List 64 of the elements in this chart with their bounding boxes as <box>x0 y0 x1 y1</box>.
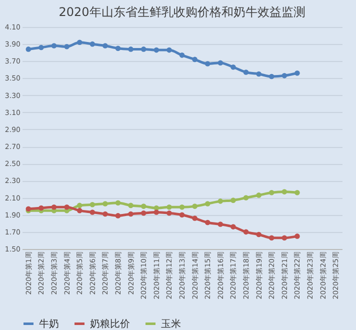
point <box>192 56 198 62</box>
point <box>64 44 70 50</box>
point <box>192 204 198 209</box>
point <box>128 202 134 208</box>
point <box>140 210 146 216</box>
point <box>76 208 82 214</box>
point <box>140 46 146 52</box>
point <box>115 213 121 218</box>
point <box>230 64 236 70</box>
point <box>294 234 300 239</box>
point <box>218 222 224 227</box>
point <box>115 200 121 206</box>
point <box>154 47 160 53</box>
point <box>179 204 185 210</box>
point <box>230 224 236 230</box>
point <box>76 40 82 46</box>
point <box>256 192 262 198</box>
point <box>179 52 185 58</box>
point <box>179 212 185 218</box>
point <box>243 229 249 235</box>
point <box>230 198 236 203</box>
point <box>76 202 82 208</box>
point <box>294 190 300 196</box>
point <box>90 202 96 208</box>
point <box>243 195 249 200</box>
legend-label: 牛奶 <box>39 318 59 330</box>
point <box>51 204 57 210</box>
point <box>90 41 96 47</box>
point <box>140 204 146 209</box>
point <box>26 46 32 52</box>
point <box>282 73 288 78</box>
chart-title: 2020年山东省生鲜乳收购价格和奶牛效益监测 <box>58 5 306 19</box>
point <box>102 201 108 206</box>
point <box>243 70 249 75</box>
point <box>128 211 134 217</box>
point <box>268 74 274 80</box>
point <box>218 60 224 66</box>
point <box>204 61 210 66</box>
point <box>166 210 172 216</box>
point <box>51 43 57 48</box>
point <box>102 43 108 48</box>
point <box>294 70 300 76</box>
legend-label: 奶粮比价 <box>90 318 130 330</box>
point <box>282 235 288 241</box>
point <box>90 210 96 215</box>
point <box>166 47 172 53</box>
point <box>102 211 108 217</box>
point <box>128 46 134 52</box>
point <box>64 204 70 210</box>
point <box>268 235 274 241</box>
point <box>204 220 210 226</box>
point <box>282 189 288 194</box>
point <box>192 216 198 221</box>
point <box>154 210 160 215</box>
point <box>256 232 262 238</box>
point <box>256 71 262 77</box>
point <box>166 204 172 210</box>
point <box>38 44 44 50</box>
point <box>268 190 274 196</box>
point <box>115 46 121 51</box>
point <box>218 198 224 204</box>
legend-label: 玉米 <box>161 318 181 330</box>
point <box>204 201 210 206</box>
point <box>38 205 44 211</box>
